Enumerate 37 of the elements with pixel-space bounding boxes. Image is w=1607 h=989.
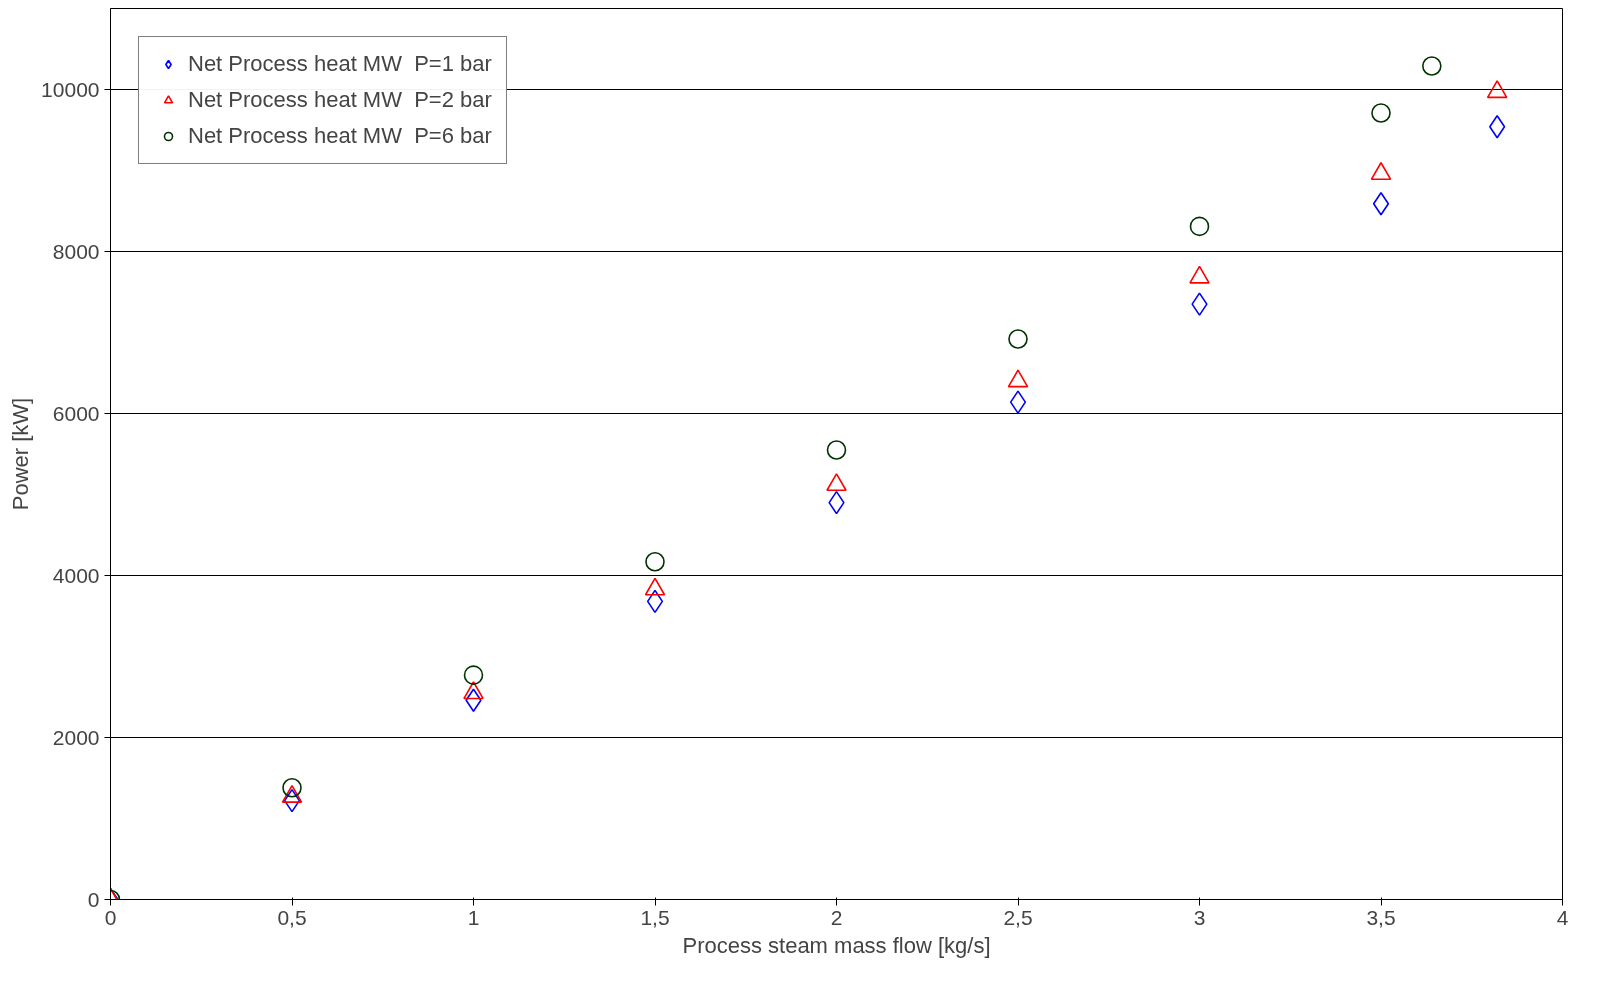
point <box>1422 56 1442 76</box>
point <box>1371 103 1391 123</box>
x-tick-label: 0,5 <box>277 905 307 929</box>
point <box>645 551 665 572</box>
x-tick-label: 1 <box>467 905 480 929</box>
x-tick-label: 2,5 <box>1003 905 1033 929</box>
legend-label: Net Process heat MW P=6 bar <box>188 123 492 149</box>
x-tick-label: 3 <box>1193 905 1206 929</box>
point <box>826 473 847 492</box>
y-tick-label: 0 <box>87 887 100 911</box>
point <box>463 681 484 700</box>
y-tick-label: 2000 <box>52 725 100 749</box>
legend-label: Net Process heat MW P=1 bar <box>188 51 492 77</box>
point <box>283 788 301 813</box>
x-tick-label: 4 <box>1556 905 1569 929</box>
point <box>644 577 666 596</box>
point <box>282 777 302 798</box>
point <box>281 784 303 803</box>
point <box>1009 390 1027 414</box>
y-tick-label: 10000 <box>41 77 100 101</box>
x-tick-label: 3,5 <box>1366 905 1396 929</box>
x-axis-title: Process steam mass flow [kg/s] <box>682 932 991 958</box>
y-tick-label: 6000 <box>52 401 100 425</box>
x-tick-label: 2 <box>830 905 843 929</box>
point <box>1189 216 1210 237</box>
point <box>463 665 484 685</box>
legend-label: Net Process heat MW P=2 bar <box>188 87 492 113</box>
x-tick-label: 1,5 <box>640 905 670 929</box>
y-axis-title: Power [kW] <box>8 397 34 511</box>
point <box>1191 292 1208 316</box>
y-tick-label: 4000 <box>52 563 100 587</box>
point <box>826 440 847 460</box>
point <box>1008 329 1028 349</box>
point <box>1372 191 1390 216</box>
y-tick-label: 8000 <box>52 239 100 263</box>
x-tick-label: 0 <box>104 905 117 929</box>
point <box>646 589 664 614</box>
